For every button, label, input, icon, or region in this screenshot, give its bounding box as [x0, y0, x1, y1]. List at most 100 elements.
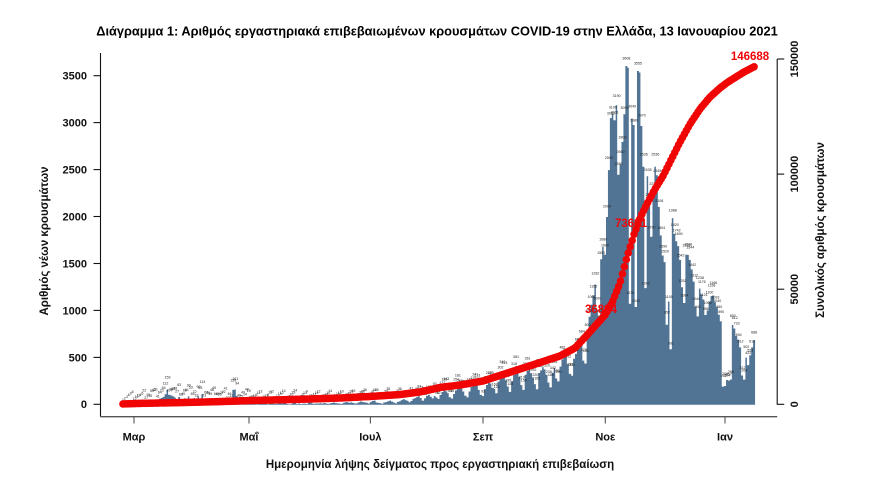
svg-text:68: 68	[204, 390, 208, 394]
svg-text:1238: 1238	[696, 276, 704, 280]
svg-text:14: 14	[328, 389, 332, 393]
svg-text:22: 22	[222, 390, 226, 394]
svg-text:302: 302	[497, 365, 503, 369]
svg-text:292: 292	[530, 368, 536, 372]
svg-text:2980: 2980	[630, 119, 638, 123]
svg-text:500: 500	[69, 352, 87, 364]
svg-text:890: 890	[718, 310, 724, 314]
svg-text:83: 83	[177, 383, 181, 387]
svg-text:1790: 1790	[648, 226, 656, 230]
svg-text:159: 159	[165, 376, 171, 380]
svg-text:90: 90	[196, 385, 200, 389]
svg-text:169: 169	[492, 382, 498, 386]
svg-text:27: 27	[144, 396, 148, 400]
svg-text:49: 49	[181, 392, 185, 396]
svg-text:154: 154	[453, 378, 459, 382]
svg-text:41: 41	[371, 390, 375, 394]
svg-text:1312: 1312	[690, 274, 698, 278]
svg-text:2500: 2500	[605, 156, 613, 160]
svg-text:9: 9	[306, 390, 308, 394]
svg-text:159: 159	[521, 379, 527, 383]
svg-text:1165: 1165	[590, 284, 598, 288]
svg-text:6: 6	[141, 392, 143, 396]
svg-text:21: 21	[347, 392, 351, 396]
svg-text:36: 36	[398, 387, 402, 391]
svg-text:27: 27	[220, 391, 224, 395]
svg-text:49: 49	[216, 392, 220, 396]
svg-text:528: 528	[747, 349, 753, 353]
svg-text:3500: 3500	[63, 71, 87, 83]
svg-text:66: 66	[450, 389, 454, 393]
svg-text:1804: 1804	[657, 226, 665, 230]
svg-text:12: 12	[317, 389, 321, 393]
svg-text:6: 6	[132, 390, 134, 394]
svg-text:241: 241	[472, 373, 478, 377]
svg-text:185: 185	[548, 373, 554, 377]
svg-text:146688: 146688	[731, 51, 770, 63]
svg-text:68: 68	[214, 392, 218, 396]
svg-text:1988: 1988	[669, 209, 677, 213]
svg-text:1067: 1067	[587, 295, 595, 299]
svg-text:225: 225	[488, 371, 494, 375]
svg-text:49: 49	[241, 391, 245, 395]
svg-text:633: 633	[575, 337, 581, 341]
svg-text:1442: 1442	[688, 263, 696, 267]
svg-text:612: 612	[738, 339, 744, 343]
svg-text:11: 11	[301, 393, 305, 397]
svg-text:268: 268	[741, 368, 747, 372]
svg-text:1158: 1158	[708, 283, 716, 287]
svg-text:19: 19	[291, 390, 295, 394]
svg-text:1076: 1076	[626, 291, 634, 295]
svg-text:Ημερομηνία λήψης δείγματος προ: Ημερομηνία λήψης δείγματος προς εργαστηρ…	[266, 459, 614, 471]
svg-text:1599: 1599	[682, 244, 690, 248]
svg-text:90: 90	[171, 387, 175, 391]
svg-text:1166: 1166	[710, 281, 718, 285]
svg-text:78: 78	[435, 391, 439, 395]
svg-text:3049: 3049	[628, 104, 636, 108]
svg-text:13: 13	[229, 394, 233, 398]
svg-text:694: 694	[736, 333, 742, 337]
svg-text:318: 318	[511, 362, 517, 366]
svg-text:38: 38	[386, 387, 390, 391]
svg-text:3608: 3608	[622, 56, 630, 60]
svg-text:11: 11	[253, 394, 257, 398]
svg-text:19: 19	[208, 392, 212, 396]
svg-text:93: 93	[433, 382, 437, 386]
svg-text:13: 13	[264, 394, 268, 398]
svg-text:78: 78	[173, 386, 177, 390]
svg-text:3: 3	[126, 395, 128, 399]
svg-text:12: 12	[338, 391, 342, 395]
svg-text:48: 48	[245, 388, 249, 392]
svg-text:194: 194	[720, 374, 726, 378]
svg-text:35: 35	[359, 390, 363, 394]
svg-text:159: 159	[230, 379, 236, 383]
svg-text:26: 26	[363, 388, 367, 392]
svg-text:29: 29	[218, 392, 222, 396]
svg-text:24: 24	[293, 388, 297, 392]
svg-text:11: 11	[313, 393, 317, 397]
svg-text:213: 213	[474, 374, 480, 378]
svg-text:219: 219	[470, 376, 476, 380]
svg-text:49: 49	[212, 386, 216, 390]
svg-text:107: 107	[166, 388, 172, 392]
svg-text:19: 19	[135, 395, 139, 399]
svg-text:361: 361	[525, 357, 531, 361]
svg-text:850: 850	[730, 314, 736, 318]
svg-text:28: 28	[361, 389, 365, 393]
svg-text:6: 6	[267, 393, 269, 397]
svg-text:53: 53	[202, 393, 206, 397]
svg-text:236: 236	[546, 370, 552, 374]
svg-text:938: 938	[587, 309, 593, 313]
svg-text:313: 313	[501, 361, 507, 365]
svg-text:72: 72	[193, 390, 197, 394]
svg-text:342: 342	[550, 366, 556, 370]
svg-text:25: 25	[239, 394, 243, 398]
svg-text:2000: 2000	[63, 211, 87, 223]
svg-text:Μαΐ: Μαΐ	[240, 432, 260, 444]
svg-text:852: 852	[664, 311, 670, 315]
svg-text:15: 15	[336, 392, 340, 396]
svg-text:2500: 2500	[63, 165, 87, 177]
svg-text:Διάγραμμα 1: Αριθμός εργαστηρι: Διάγραμμα 1: Αριθμός εργαστηριακά επιβεβ…	[96, 24, 777, 39]
svg-text:1500: 1500	[63, 258, 87, 270]
svg-text:41: 41	[409, 387, 413, 391]
